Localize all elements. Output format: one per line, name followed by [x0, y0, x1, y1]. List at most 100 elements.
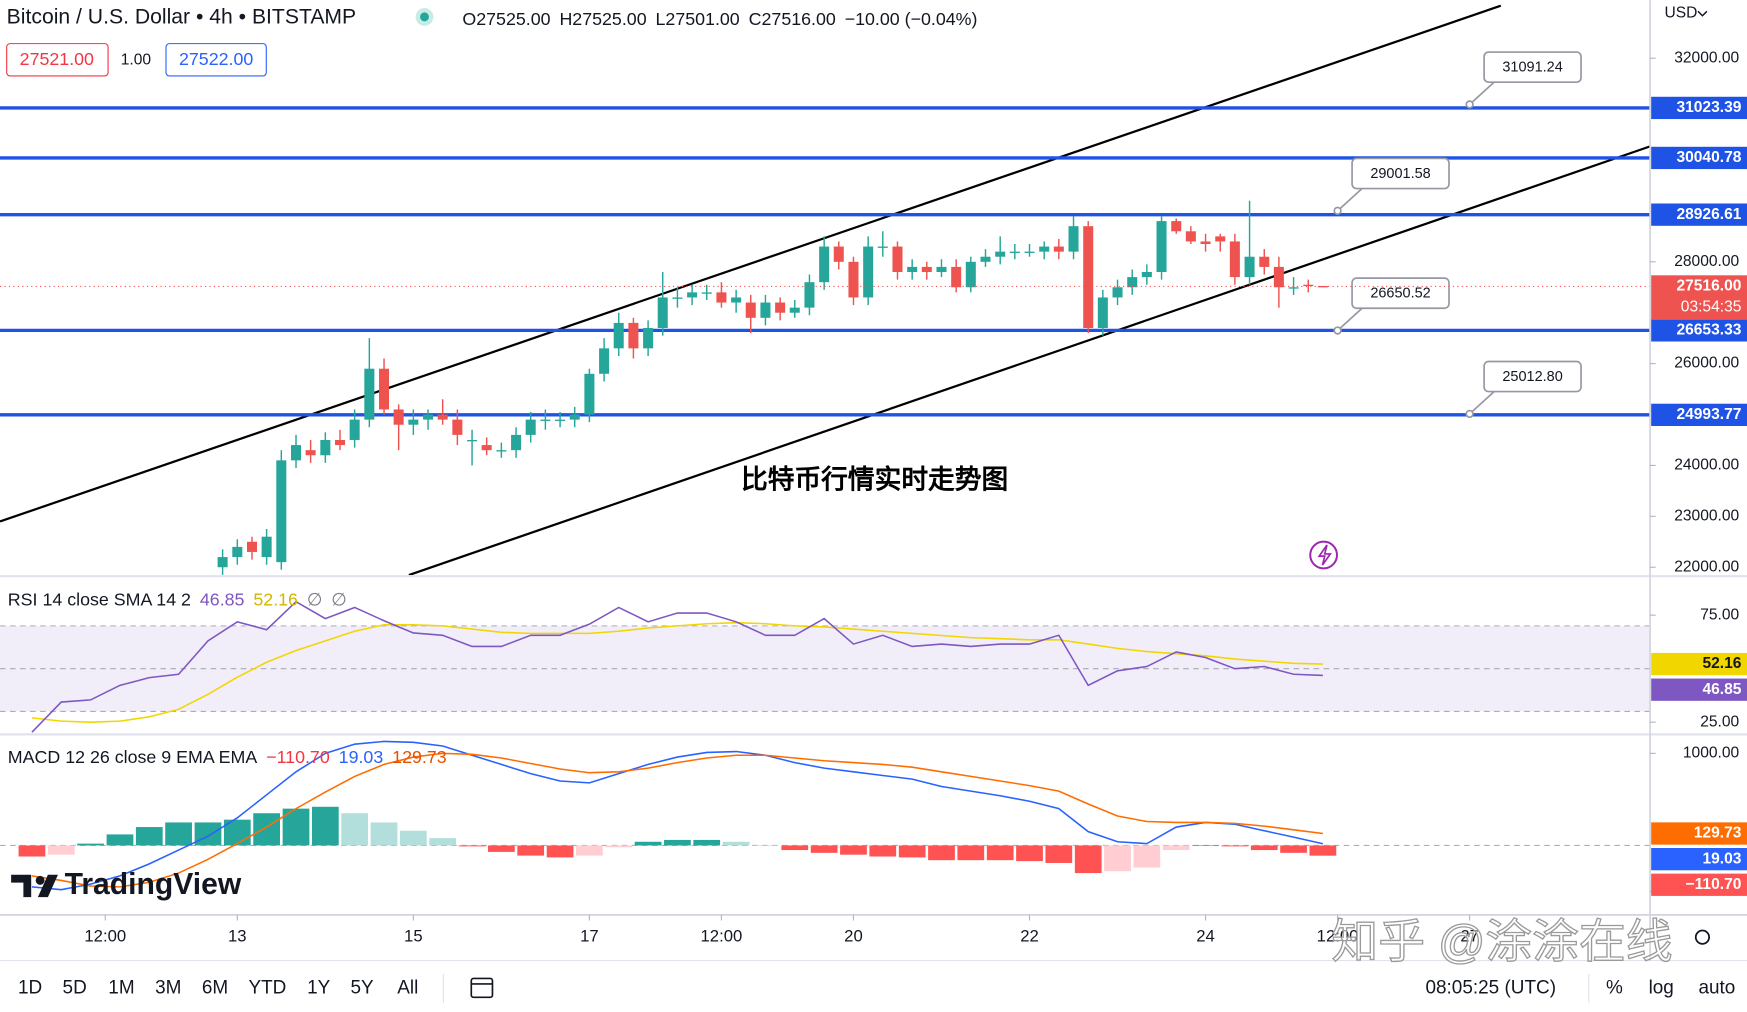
- callout-box: [1483, 51, 1582, 84]
- candle-body: [1009, 251, 1020, 253]
- range-button[interactable]: 6M: [202, 977, 228, 998]
- candle-body: [921, 266, 932, 272]
- horizontal-line-label: 30040.78: [1676, 149, 1741, 166]
- indicator-flag: ∅: [307, 589, 323, 609]
- brand-logo: [11, 874, 32, 898]
- candle-body: [452, 419, 463, 435]
- histogram-bar: [869, 845, 897, 857]
- scale-button[interactable]: %: [1606, 977, 1623, 998]
- x-tick-label: 24: [1196, 927, 1215, 946]
- histogram-bar: [165, 822, 192, 846]
- axes: 32000.00 28000.00 26000.00 24000.00 23000.00…: [84, 49, 1747, 946]
- histogram-bar: [1104, 845, 1131, 872]
- range-button[interactable]: All: [397, 977, 418, 998]
- callout-connector: [1469, 81, 1495, 106]
- candle-body: [775, 302, 786, 313]
- indicator-title: RSI 14 close SMA 14 2: [8, 589, 191, 609]
- range-button[interactable]: 1M: [108, 977, 134, 998]
- caption: 比特币行情实时走势图: [741, 464, 1008, 495]
- candle-body: [965, 261, 976, 288]
- buy-price[interactable]: 27522.00: [179, 49, 253, 69]
- range-button[interactable]: 1Y: [307, 977, 331, 998]
- histogram-bar: [1162, 845, 1190, 851]
- last-price-tag-bg: [1651, 275, 1747, 320]
- ohlc-item: −10.00 (−0.04%): [845, 9, 978, 29]
- ohlc-item: L27501.00: [656, 9, 740, 29]
- callout-box: [1351, 157, 1450, 190]
- histogram-bar: [634, 841, 662, 846]
- horizontal-line-label-bg: [1651, 146, 1747, 170]
- candle-body: [437, 414, 448, 420]
- scale-button[interactable]: auto: [1698, 977, 1735, 998]
- candle-body: [716, 292, 727, 303]
- y-tick-label: 28000.00: [1674, 253, 1739, 270]
- candle-body: [1141, 271, 1152, 278]
- alert-bolt: [1317, 544, 1332, 566]
- histogram-bar: [693, 839, 721, 846]
- callout-label: 29001.58: [1370, 166, 1430, 182]
- currency[interactable]: USD: [1665, 5, 1698, 22]
- candle-body: [1229, 241, 1240, 278]
- sell-price[interactable]: 27521.00: [20, 49, 94, 69]
- histogram-bar: [810, 845, 838, 853]
- candle-body: [877, 246, 888, 248]
- candle-body: [833, 246, 844, 262]
- horizontal-line-label: 31023.39: [1676, 99, 1741, 116]
- x-tick-label: 12:00: [701, 927, 743, 946]
- candle-body: [863, 246, 874, 298]
- rsi-pane: [0, 600, 1651, 733]
- histogram-bar: [1280, 845, 1307, 853]
- histogram-bar: [1309, 845, 1337, 856]
- last-price-label: 27516.00: [1676, 278, 1741, 295]
- range-button[interactable]: 5Y: [351, 977, 375, 998]
- candle-body: [1288, 287, 1299, 289]
- histogram-bar: [1016, 845, 1043, 862]
- date-range-icon[interactable]: [470, 977, 494, 999]
- candle-body: [995, 251, 1006, 257]
- candle-body: [731, 297, 742, 303]
- callout-anchor: [1333, 206, 1342, 216]
- horizontal-line-label-bg: [1651, 319, 1747, 342]
- histogram-bar: [605, 845, 633, 848]
- candle-body: [628, 322, 639, 349]
- horizontal-line-label-bg: [1651, 203, 1747, 226]
- candle-body: [819, 246, 830, 283]
- candle-body: [701, 292, 712, 294]
- histogram-bar: [1045, 845, 1073, 863]
- candle-body: [261, 536, 272, 558]
- histogram-bar: [957, 845, 985, 861]
- histogram-bar: [458, 845, 486, 847]
- candle-body: [1171, 221, 1182, 232]
- range-button[interactable]: YTD: [248, 977, 286, 998]
- histogram-bar: [47, 845, 75, 855]
- buy-button[interactable]: [165, 43, 267, 77]
- indicator-legend: RSI 14 close SMA 14 2 46.85 52.16 ∅ ∅: [8, 589, 347, 609]
- x-tick-label: 15: [404, 927, 423, 946]
- credit-watermark: 知乎 @涂涂在线: [1331, 915, 1672, 967]
- histogram-bar: [399, 830, 427, 846]
- trend-line: [0, 4, 1502, 523]
- histogram-bar: [1074, 845, 1102, 874]
- scale-button[interactable]: log: [1649, 977, 1674, 998]
- candle-body: [481, 445, 492, 451]
- sell-button[interactable]: [6, 43, 109, 77]
- candle-body: [525, 419, 536, 435]
- range-button[interactable]: 1D: [18, 977, 42, 998]
- y-tick-label: 24000.00: [1674, 457, 1739, 474]
- currency-caret[interactable]: [1697, 10, 1708, 17]
- candle-body: [1083, 226, 1094, 328]
- histogram-bar: [429, 838, 457, 846]
- alert-icon[interactable]: [1309, 540, 1338, 570]
- indicator-value-tag: −110.70: [1686, 876, 1742, 893]
- histogram-bar: [341, 813, 369, 846]
- histogram-bar: [370, 822, 398, 846]
- settings-icon[interactable]: [1694, 929, 1711, 945]
- candle-body: [1303, 284, 1314, 287]
- candle-body: [848, 261, 859, 298]
- candle-body: [745, 302, 756, 318]
- clock[interactable]: 08:05:25 (UTC): [1425, 977, 1556, 998]
- range-button[interactable]: 5D: [63, 977, 87, 998]
- range-button[interactable]: 3M: [155, 977, 181, 998]
- candle-body: [555, 419, 566, 421]
